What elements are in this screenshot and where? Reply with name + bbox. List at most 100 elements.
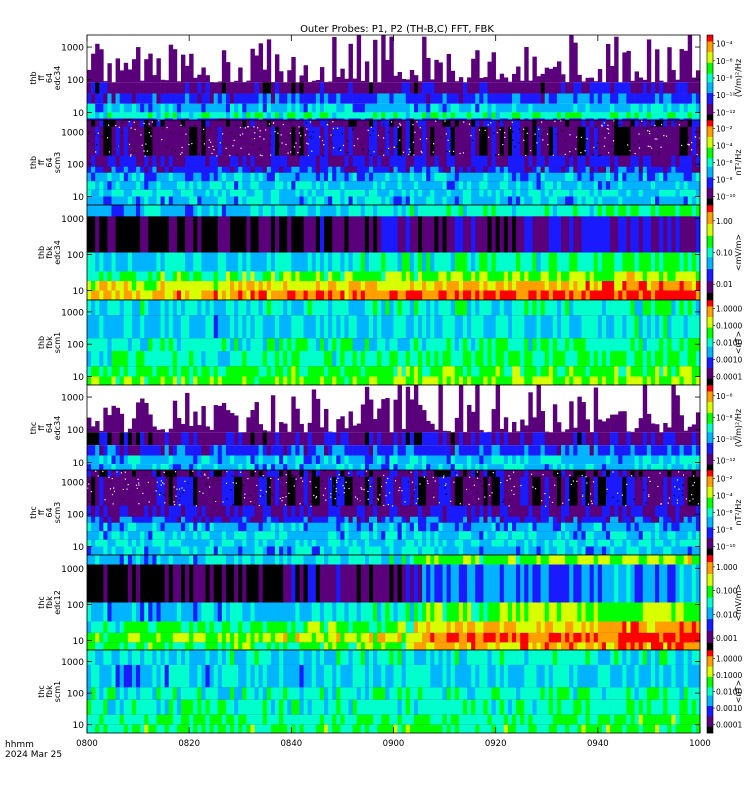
y-axis-label: thb — [37, 336, 46, 349]
x-axis: 0800 0820 0840 0900 0920 0940 1000 — [76, 35, 711, 749]
colorbar-tick-label: 0.10 — [716, 249, 733, 258]
y-tick-label: 10 — [73, 721, 85, 731]
colorbar-tick-label: 10⁻¹⁰ — [716, 91, 736, 100]
colorbar-tick-label: 10⁻¹² — [716, 456, 736, 465]
colorbar-tick-label: 0.100 — [716, 587, 738, 596]
colorbar-label: <mV/m> — [734, 234, 743, 271]
colorbar-2: 10⁻² 10⁻⁴ 10⁻⁶ 10⁻⁸ 10⁻¹⁰ nT²/Hz — [706, 119, 743, 206]
colorbar-tick-label: 0.1000 — [716, 322, 742, 331]
y-tick-label: 100 — [67, 251, 84, 261]
y-tick-label: 1000 — [61, 565, 84, 575]
colorbar-tick-label: 0.010 — [716, 610, 738, 619]
x-label-date: 2024 Mar 25 — [5, 750, 62, 760]
colorbar-8: 1.0000 0.1000 0.0100 0.0010 0.0001 <nT> — [706, 649, 743, 734]
panel-4: 10 100 1000 thb fbk scm1 1.0000 0.1000 0.0100 0.0… — [37, 299, 743, 386]
colorbar-tick-label: 0.0010 — [716, 356, 742, 365]
y-axis-label: thb — [37, 246, 46, 259]
spectrogram-7 — [87, 555, 701, 650]
x-tick-label: 0900 — [383, 739, 405, 749]
y-axis-label: scm3 — [53, 502, 62, 523]
colorbar-3: 1.00 0.10 0.01<mV/m> — [706, 204, 743, 301]
panel-8: 10 100 1000 thc fbk scm1 1.0000 0.1000 0.0100 0.0… — [37, 649, 743, 734]
y-axis-label: ff — [37, 509, 46, 515]
panel-5: 10 100 1000 thc ff 64 edc34 10⁻⁶ 10⁻⁸ 10⁻¹⁰ 10⁻¹² (… — [29, 384, 743, 472]
colorbar-tick-label: 0.01 — [716, 280, 733, 289]
y-tick-label: 10 — [73, 637, 85, 647]
y-tick-label: 1000 — [61, 128, 84, 138]
colorbar-label: nT²/Hz — [734, 149, 743, 175]
x-tick-label: 0820 — [178, 739, 200, 749]
colorbar-tick-label: 10⁻⁶ — [716, 509, 733, 518]
colorbar-tick-label: 10⁻⁴ — [716, 492, 733, 501]
colorbar-4: 1.0000 0.1000 0.0100 0.0010 0.0001 <nT> — [706, 299, 743, 386]
y-axis-label: scm1 — [53, 681, 62, 702]
colorbar-tick-label: 10⁻⁶ — [716, 57, 733, 66]
colorbar-tick-label: 0.0010 — [716, 704, 742, 713]
colorbar-label: <mV/m> — [734, 584, 743, 621]
y-axis-label: thb — [29, 71, 38, 84]
colorbar-tick-label: 0.001 — [716, 634, 738, 643]
y-axis-label: fbk — [45, 246, 54, 259]
colorbar-tick-label: 10⁻² — [716, 125, 733, 134]
colorbar-tick-label: 10⁻¹⁰ — [716, 435, 736, 444]
colorbar-tick-label: 10⁻⁴ — [716, 142, 733, 151]
colorbar-tick-label: 0.0100 — [716, 339, 742, 348]
colorbar-tick-label: 10⁻⁸ — [716, 176, 733, 185]
colorbar-6: 10⁻² 10⁻⁴ 10⁻⁶ 10⁻⁸ 10⁻¹⁰ nT²/Hz — [706, 469, 743, 556]
y-tick-label: 10 — [73, 193, 85, 203]
y-tick-label: 10 — [73, 287, 85, 297]
colorbar-label: (V/m)²/Hz — [734, 59, 743, 97]
colorbar-tick-label: 10⁻⁸ — [716, 74, 733, 83]
y-tick-label: 10 — [73, 459, 85, 469]
colorbar-tick-label: 10⁻⁸ — [716, 413, 733, 422]
y-tick-label: 1000 — [61, 394, 84, 404]
y-axis-label: ff — [37, 425, 46, 431]
y-axis-label: edc34 — [53, 416, 62, 441]
spectrogram-3 — [87, 205, 701, 300]
colorbar-label: nT²/Hz — [734, 499, 743, 525]
y-axis-label: 64 — [45, 157, 54, 167]
y-axis-label: fbk — [45, 685, 54, 698]
panel-3: 10 100 1000 thb fbk edc34 1.00 0.10 0.01<mV/m> — [37, 204, 743, 301]
colorbar-label: (V/m)²/Hz — [734, 409, 743, 447]
colorbar-5: 10⁻⁶ 10⁻⁸ 10⁻¹⁰ 10⁻¹² (V/m)²/Hz — [706, 384, 743, 472]
x-tick-label: 0800 — [76, 739, 98, 749]
y-axis-label: fbk — [45, 336, 54, 349]
y-axis-label: thb — [29, 156, 38, 169]
panel-2: 10 100 1000 thb ff 64 scm3 10⁻² 10⁻⁴ 10⁻⁶ 10⁻⁸ 10⁻¹… — [29, 119, 743, 206]
x-tick-label: 1000 — [689, 739, 711, 749]
y-tick-label: 100 — [67, 511, 84, 521]
y-tick-label: 1000 — [61, 44, 84, 54]
y-axis-label: edc12 — [53, 590, 62, 615]
colorbar-tick-label: 10⁻¹⁰ — [716, 543, 736, 552]
y-tick-label: 100 — [67, 690, 84, 700]
y-axis-label: scm1 — [53, 332, 62, 353]
colorbar-tick-label: 10⁻¹² — [716, 108, 736, 117]
colorbar-tick-label: 1.0000 — [716, 305, 742, 314]
y-tick-label: 100 — [67, 161, 84, 171]
y-tick-label: 10 — [73, 109, 85, 119]
y-tick-label: 1000 — [61, 308, 84, 318]
y-axis-label: 64 — [45, 423, 54, 433]
y-axis-label: scm3 — [53, 152, 62, 173]
colorbar-tick-label: 1.000 — [716, 563, 738, 572]
y-axis-label: edc34 — [53, 240, 62, 265]
y-tick-label: 100 — [67, 76, 84, 86]
spectrogram-8 — [87, 650, 701, 733]
x-tick-label: 0920 — [485, 739, 507, 749]
colorbar-7: 1.000 0.100 0.010 0.001 <mV/m> — [706, 554, 743, 651]
y-tick-label: 100 — [67, 601, 84, 611]
y-axis-label: edc34 — [53, 66, 62, 91]
x-label-hhmm: hhmm — [5, 740, 34, 750]
colorbar-label: <nT> — [734, 680, 743, 703]
colorbar-tick-label: 10⁻² — [716, 475, 733, 484]
spectrogram-1 — [87, 35, 701, 121]
colorbar-tick-label: 0.1000 — [716, 671, 742, 680]
y-axis-label: ff — [37, 75, 46, 81]
y-tick-label: 1000 — [61, 215, 84, 225]
colorbar-tick-label: 10⁻¹⁰ — [716, 193, 736, 202]
x-tick-label: 0940 — [587, 739, 609, 749]
